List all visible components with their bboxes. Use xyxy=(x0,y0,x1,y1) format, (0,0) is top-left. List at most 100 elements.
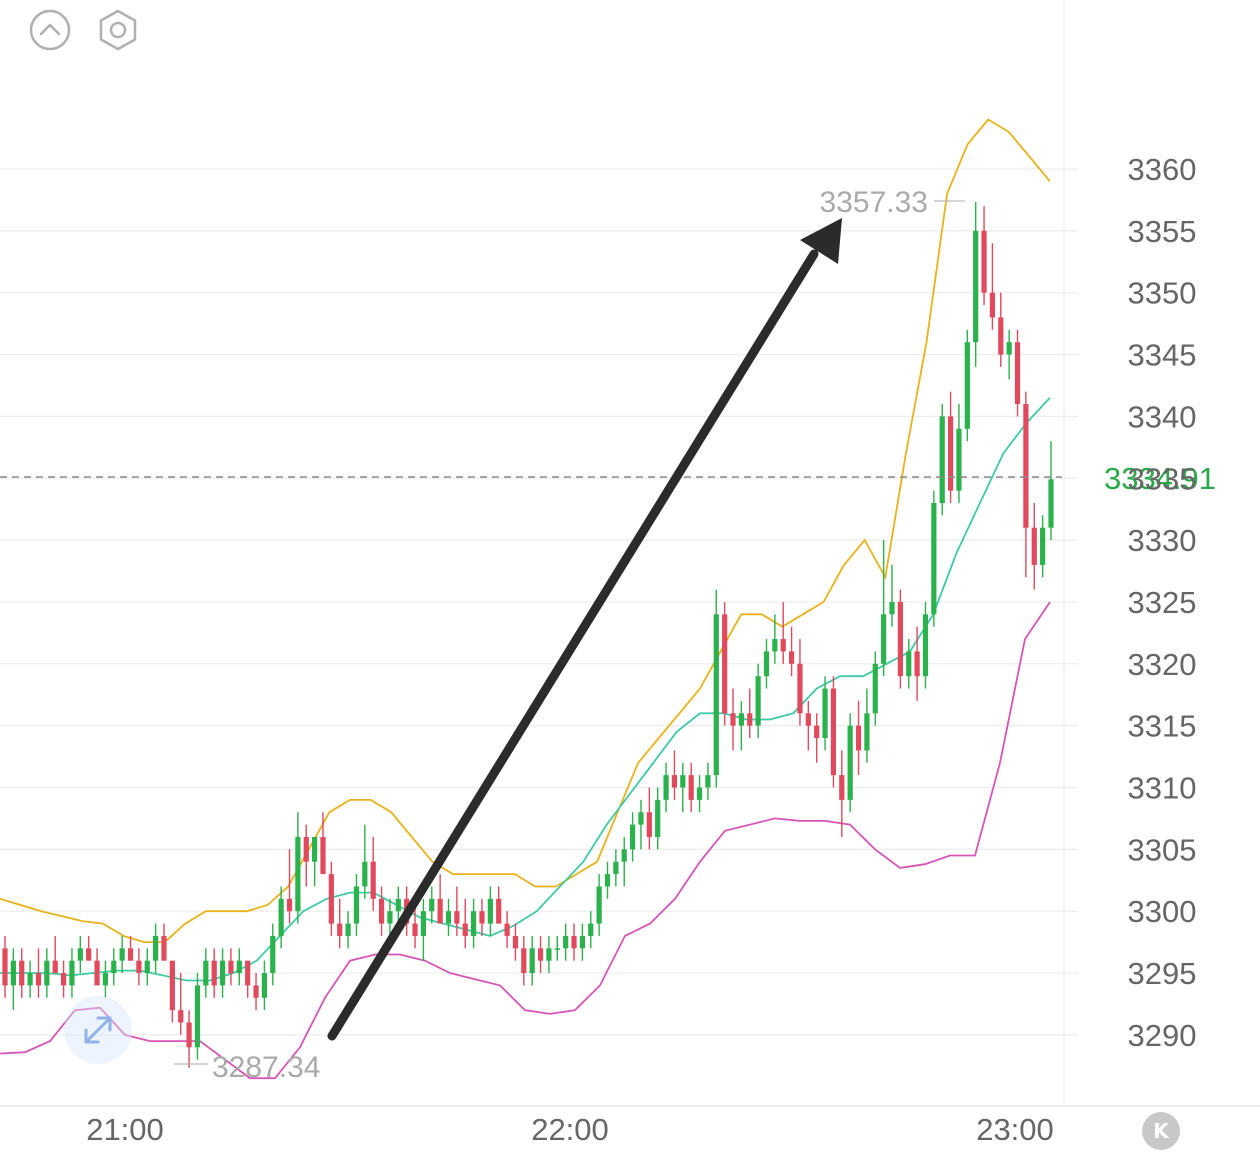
candle xyxy=(1048,441,1054,541)
y-tick-label: 3290 xyxy=(1128,1018,1197,1053)
candle xyxy=(52,935,58,974)
candle xyxy=(563,923,569,961)
candle xyxy=(94,948,100,986)
candle xyxy=(261,960,268,1011)
middle-band-line xyxy=(0,397,1051,982)
candle xyxy=(378,886,385,936)
candle xyxy=(646,787,652,850)
y-tick-label: 3350 xyxy=(1128,276,1197,311)
candle xyxy=(286,849,293,924)
candle xyxy=(370,836,376,912)
candle xyxy=(27,960,33,998)
candle xyxy=(788,626,795,677)
candle xyxy=(111,948,117,986)
candle xyxy=(722,601,728,726)
y-tick-label: 3325 xyxy=(1128,585,1197,620)
candle xyxy=(1023,391,1029,578)
settings-hexagon-icon[interactable] xyxy=(96,8,140,52)
candle xyxy=(10,948,16,1011)
candle xyxy=(487,886,493,936)
candle xyxy=(437,874,443,924)
candle xyxy=(981,206,987,306)
candle xyxy=(680,762,686,813)
candle xyxy=(278,886,284,949)
candle xyxy=(253,973,259,1011)
current-price-label: 3334.91 xyxy=(1104,461,1216,496)
candle xyxy=(772,614,778,664)
candle xyxy=(161,923,167,961)
candle xyxy=(420,898,426,961)
candle xyxy=(102,960,109,998)
candle xyxy=(989,243,996,330)
candle xyxy=(445,898,452,936)
candle xyxy=(747,688,753,739)
candle xyxy=(60,960,67,998)
candle xyxy=(638,799,644,850)
candle xyxy=(780,601,786,664)
candle xyxy=(906,639,912,689)
candle xyxy=(579,923,585,961)
candle xyxy=(194,973,201,1060)
candle xyxy=(1014,329,1021,417)
candle xyxy=(730,688,736,751)
candle xyxy=(270,923,276,986)
candle xyxy=(897,589,903,689)
candle xyxy=(320,812,326,875)
max-price-label: 3357.33 xyxy=(820,186,928,219)
candle xyxy=(604,861,611,899)
candle xyxy=(889,564,895,627)
candle xyxy=(2,935,8,998)
candle xyxy=(228,948,234,986)
x-tick-label: 23:00 xyxy=(976,1112,1054,1147)
candle xyxy=(571,923,577,961)
candle xyxy=(1031,502,1037,590)
candle xyxy=(797,639,803,726)
candle xyxy=(705,762,711,800)
candle xyxy=(521,935,527,986)
candle xyxy=(44,948,50,998)
candle xyxy=(588,911,594,949)
candle xyxy=(713,589,719,788)
candle xyxy=(1040,515,1046,578)
candle xyxy=(738,700,744,751)
candle xyxy=(688,762,694,813)
candle xyxy=(77,935,83,974)
upper-band-line xyxy=(0,118,1051,943)
y-tick-label: 3310 xyxy=(1128,771,1197,806)
candle xyxy=(136,948,142,986)
y-tick-label: 3335 xyxy=(1128,461,1197,496)
candle xyxy=(362,824,368,899)
y-tick-label: 3300 xyxy=(1128,894,1197,929)
candle xyxy=(496,886,502,924)
candle xyxy=(621,836,627,887)
candle xyxy=(19,948,25,998)
candle xyxy=(763,639,770,689)
candle xyxy=(847,713,853,813)
expand-arrows-icon[interactable] xyxy=(64,996,132,1064)
candle xyxy=(471,898,477,949)
candle xyxy=(345,911,351,949)
candle xyxy=(35,948,42,998)
candle xyxy=(956,404,962,503)
current-price-tag xyxy=(1096,457,1226,499)
candle xyxy=(939,404,945,516)
candle xyxy=(479,898,485,936)
y-tick-label: 3355 xyxy=(1128,214,1197,249)
candle xyxy=(312,836,318,887)
candle xyxy=(964,329,970,442)
candle xyxy=(219,948,226,998)
x-tick-label: 21:00 xyxy=(86,1112,164,1147)
y-tick-label: 3360 xyxy=(1128,152,1197,187)
candle xyxy=(303,824,309,887)
candle xyxy=(830,676,837,788)
candle xyxy=(998,292,1004,367)
y-tick-label: 3305 xyxy=(1128,832,1197,867)
candle xyxy=(696,775,703,813)
candle xyxy=(429,886,435,924)
candle xyxy=(805,700,811,751)
k-line-icon[interactable]: K xyxy=(1142,1112,1180,1150)
candle xyxy=(973,202,979,367)
collapse-up-icon[interactable] xyxy=(28,8,72,52)
candle xyxy=(914,626,920,701)
